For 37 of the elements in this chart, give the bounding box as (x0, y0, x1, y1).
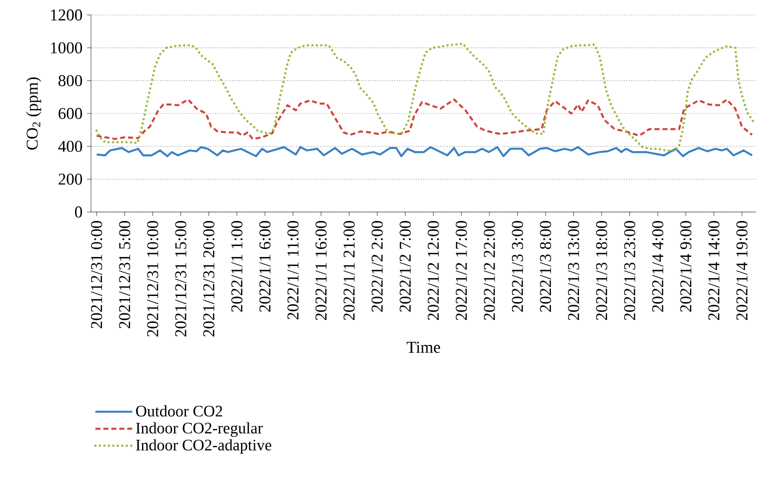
x-tick-label: 2022/1/4 14:00 (708, 220, 720, 320)
x-tick-label: 2022/1/4 9:00 (680, 220, 692, 312)
x-tick-label: 2022/1/3 3:00 (512, 220, 524, 312)
line-series (96, 146, 754, 158)
y-tick-label: 200 (58, 174, 82, 185)
y-tick-label: 1000 (51, 42, 82, 54)
y-tick-label: 1200 (51, 9, 82, 21)
x-tick-label: 2022/1/3 8:00 (540, 220, 552, 312)
legend-label: Outdoor CO2 (136, 405, 222, 417)
x-tick-label: 2022/1/1 6:00 (259, 220, 271, 312)
x-tick-label: 2022/1/3 13:00 (568, 220, 580, 320)
y-tick-label: 800 (58, 75, 82, 86)
x-tick-label: 2021/12/31 20:00 (203, 220, 214, 337)
x-tick-label: 2022/1/1 11:00 (287, 220, 299, 320)
y-tick-label: 600 (58, 108, 82, 120)
x-axis-title: Time (406, 342, 440, 353)
x-tick-label: 2021/12/31 15:00 (175, 220, 186, 337)
legend-label: Indoor CO2-regular (136, 422, 263, 437)
x-tick-label: 2022/1/2 2:00 (372, 220, 383, 312)
x-tick-label: 2021/12/31 5:00 (119, 220, 130, 328)
x-tick-label: 2022/1/1 21:00 (344, 220, 355, 320)
x-tick-label: 2022/1/1 16:00 (315, 220, 327, 320)
y-tick-label: 0 (75, 206, 82, 218)
x-tick-label: 2022/1/4 19:00 (736, 220, 748, 320)
x-tick-label: 2022/1/2 7:00 (400, 220, 411, 312)
x-tick-label: 2022/1/4 4:00 (652, 220, 664, 312)
x-tick-label: 2022/1/1 1:00 (231, 220, 243, 312)
y-axis-title: CO$_{2}$ (ppm) (26, 77, 42, 150)
x-tick-label: 2022/1/2 12:00 (428, 220, 439, 320)
x-tick-label: 2021/12/31 10:00 (147, 220, 158, 337)
x-tick-label: 2022/1/3 18:00 (596, 220, 608, 320)
legend-label: Indoor CO2-adaptive (136, 439, 272, 454)
x-tick-label: 2022/1/2 22:00 (484, 220, 496, 320)
x-tick-label: 2021/12/31 0:00 (91, 220, 102, 328)
x-tick-label: 2022/1/2 17:00 (456, 220, 467, 320)
x-tick-label: 2022/1/3 23:00 (624, 220, 636, 320)
y-tick-label: 400 (58, 140, 82, 152)
